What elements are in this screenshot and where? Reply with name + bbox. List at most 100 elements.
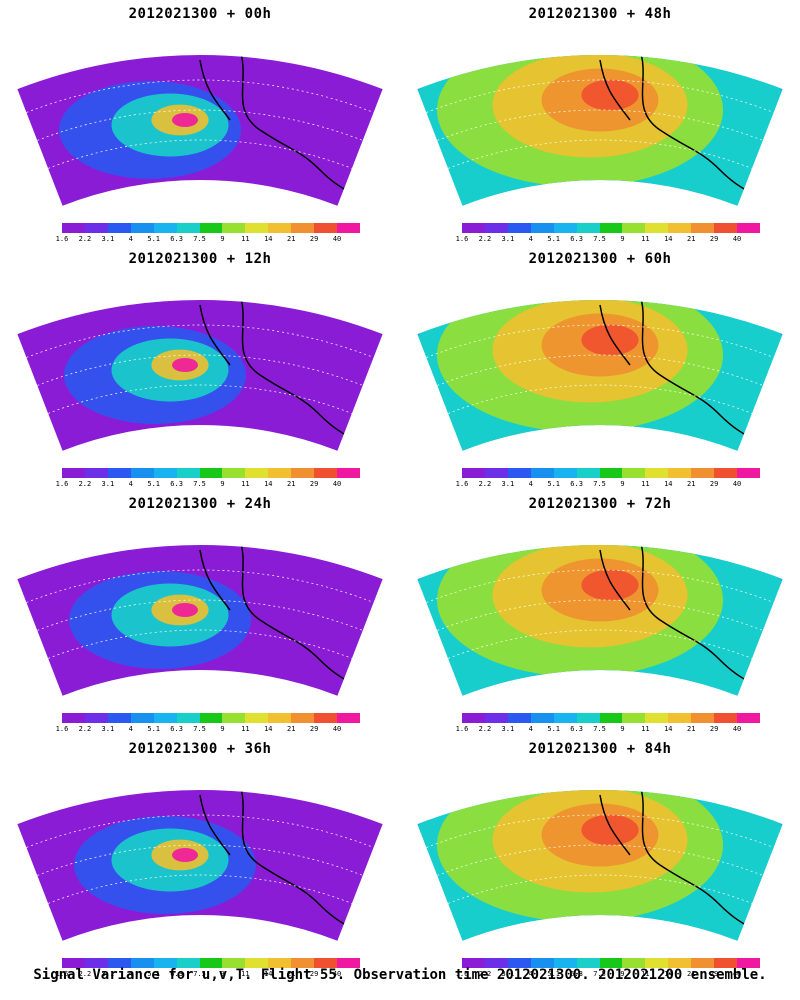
colorbar-tick-label: 9	[620, 725, 625, 733]
panel-title: 2012021300 + 84h	[528, 741, 672, 757]
coastline	[599, 300, 761, 446]
colorbar-tick-label: 9	[620, 235, 625, 243]
colorbar-swatch	[291, 958, 315, 968]
colorbar-tick-label: 4	[528, 970, 533, 978]
colorbar-swatch	[222, 223, 246, 233]
variance-map	[417, 55, 783, 206]
colorbar-swatch	[62, 713, 85, 723]
colorbar-tick-label: 5.1	[147, 235, 161, 243]
colorbar-tick-label: 2.2	[478, 480, 492, 488]
colorbar-tick-label: 2.2	[78, 480, 92, 488]
variance-contour	[581, 569, 639, 601]
colorbar-swatch	[199, 223, 223, 233]
colorbar-tick-label: 5.1	[147, 970, 161, 978]
colorbar-tick-label: 7.5	[593, 480, 606, 488]
colorbar-swatch	[176, 468, 200, 478]
colorbar-tick-label: 21	[687, 235, 696, 243]
colorbar-swatch	[245, 958, 269, 968]
colorbar-tick-label: 14	[264, 725, 273, 733]
colorbar-tick-label: 40	[732, 725, 742, 733]
colorbar-tick-label: 9	[220, 970, 225, 978]
colorbar-tick-label: 40	[332, 235, 342, 243]
colorbar-swatch	[530, 958, 554, 968]
colorbar-tick-label: 29	[709, 235, 719, 243]
colorbar-tick-label: 7.5	[193, 480, 206, 488]
colorbar-swatch	[737, 958, 760, 968]
colorbar-tick-label: 21	[287, 480, 296, 488]
colorbar-swatch	[62, 223, 85, 233]
colorbar-tick-label: 7.5	[193, 725, 206, 733]
colorbar-tick-label: 9	[620, 480, 625, 488]
variance-contour	[172, 603, 198, 617]
colorbar-swatch	[314, 958, 338, 968]
forecast-panel: 2012021300 + 48h 1.6 2.2 3.1 4 5.1 6.3 7.5 9 11 14…	[400, 0, 800, 243]
colorbar-swatch	[107, 223, 131, 233]
colorbar-swatch	[245, 468, 269, 478]
colorbar-ticks: 1.6 2.2 3.1 4 5.1 6.3 7.5 9 11 14 21 29 40	[456, 725, 760, 735]
colorbar-tick-label: 3.1	[501, 235, 515, 243]
colorbar-swatch	[107, 713, 131, 723]
colorbar-swatch	[314, 713, 338, 723]
colorbar-tick-label: 2.2	[478, 235, 492, 243]
colorbar-swatch	[245, 223, 269, 233]
colorbar-swatch	[62, 468, 85, 478]
colorbar-tick-label: 6.3	[570, 235, 583, 243]
colorbar-tick-label: 29	[309, 235, 319, 243]
colorbar-tick-label: 14	[664, 970, 673, 978]
panel-title: 2012021300 + 72h	[528, 496, 672, 512]
colorbar-tick-label: 9	[220, 235, 225, 243]
colorbar-ticks: 1.6 2.2 3.1 4 5.1 6.3 7.5 9 11 14 21 29 40	[456, 970, 760, 980]
variance-contour	[581, 79, 639, 111]
colorbar-swatch	[507, 223, 531, 233]
colorbar-swatch	[668, 223, 692, 233]
forecast-panel: 2012021300 + 36h 1.6 2.2 3.1 4 5.1 6.3 7.5 9 11 14…	[0, 735, 400, 978]
colorbar-tick-label: 40	[332, 480, 342, 488]
colorbar-swatch	[153, 958, 177, 968]
latitude-line	[37, 599, 363, 631]
variance-map	[417, 300, 783, 451]
panel-title: 2012021300 + 48h	[528, 6, 672, 22]
colorbar-swatch	[622, 223, 646, 233]
colorbar-swatch	[645, 958, 669, 968]
colorbar-tick-label: 29	[709, 480, 719, 488]
colorbar-tick-label: 3.1	[501, 970, 515, 978]
colorbar-swatch	[222, 713, 246, 723]
colorbar-swatch	[314, 223, 338, 233]
colorbar-swatch	[622, 958, 646, 968]
colorbar-swatch	[268, 713, 292, 723]
colorbar-swatch	[645, 713, 669, 723]
colorbar-swatch	[199, 468, 223, 478]
colorbar-tick-label: 5.1	[547, 480, 561, 488]
colorbar-tick-label: 3.1	[501, 725, 515, 733]
colorbar-swatch	[130, 958, 154, 968]
colorbar-tick-label: 14	[664, 480, 673, 488]
colorbar-swatch	[714, 223, 738, 233]
forecast-panel: 2012021300 + 24h 1.6 2.2 3.1 4 5.1 6.3 7.5 9 11 14…	[0, 490, 400, 733]
colorbar-tick-label: 11	[241, 970, 250, 978]
colorbar-swatch	[576, 713, 600, 723]
colorbar-tick-label: 3.1	[501, 480, 515, 488]
colorbar-swatch	[176, 713, 200, 723]
forecast-panel: 2012021300 + 72h 1.6 2.2 3.1 4 5.1 6.3 7.5 9 11 14…	[400, 490, 800, 733]
colorbar-tick-label: 11	[241, 725, 250, 733]
latitude-line	[37, 354, 363, 386]
colorbar-swatch	[553, 958, 577, 968]
colorbar-swatch	[507, 468, 531, 478]
colorbar-tick-label: 1.6	[55, 970, 69, 978]
colorbar-swatch	[462, 468, 485, 478]
panel-title: 2012021300 + 24h	[128, 496, 272, 512]
panel-title: 2012021300 + 12h	[128, 251, 272, 267]
colorbar-swatch	[130, 713, 154, 723]
colorbar-swatch	[737, 223, 760, 233]
colorbar-tick-label: 7.5	[593, 235, 606, 243]
colorbar-tick-label: 6.3	[170, 970, 183, 978]
latitude-line	[437, 109, 763, 141]
colorbar-tick-label: 11	[241, 480, 250, 488]
colorbar-tick-label: 5.1	[547, 970, 561, 978]
colorbar-tick-label: 1.6	[455, 970, 469, 978]
colorbar-swatch	[484, 958, 508, 968]
coastline	[199, 790, 361, 936]
colorbar	[62, 958, 360, 968]
colorbar-tick-label: 4	[128, 725, 133, 733]
colorbar-tick-label: 29	[709, 970, 719, 978]
